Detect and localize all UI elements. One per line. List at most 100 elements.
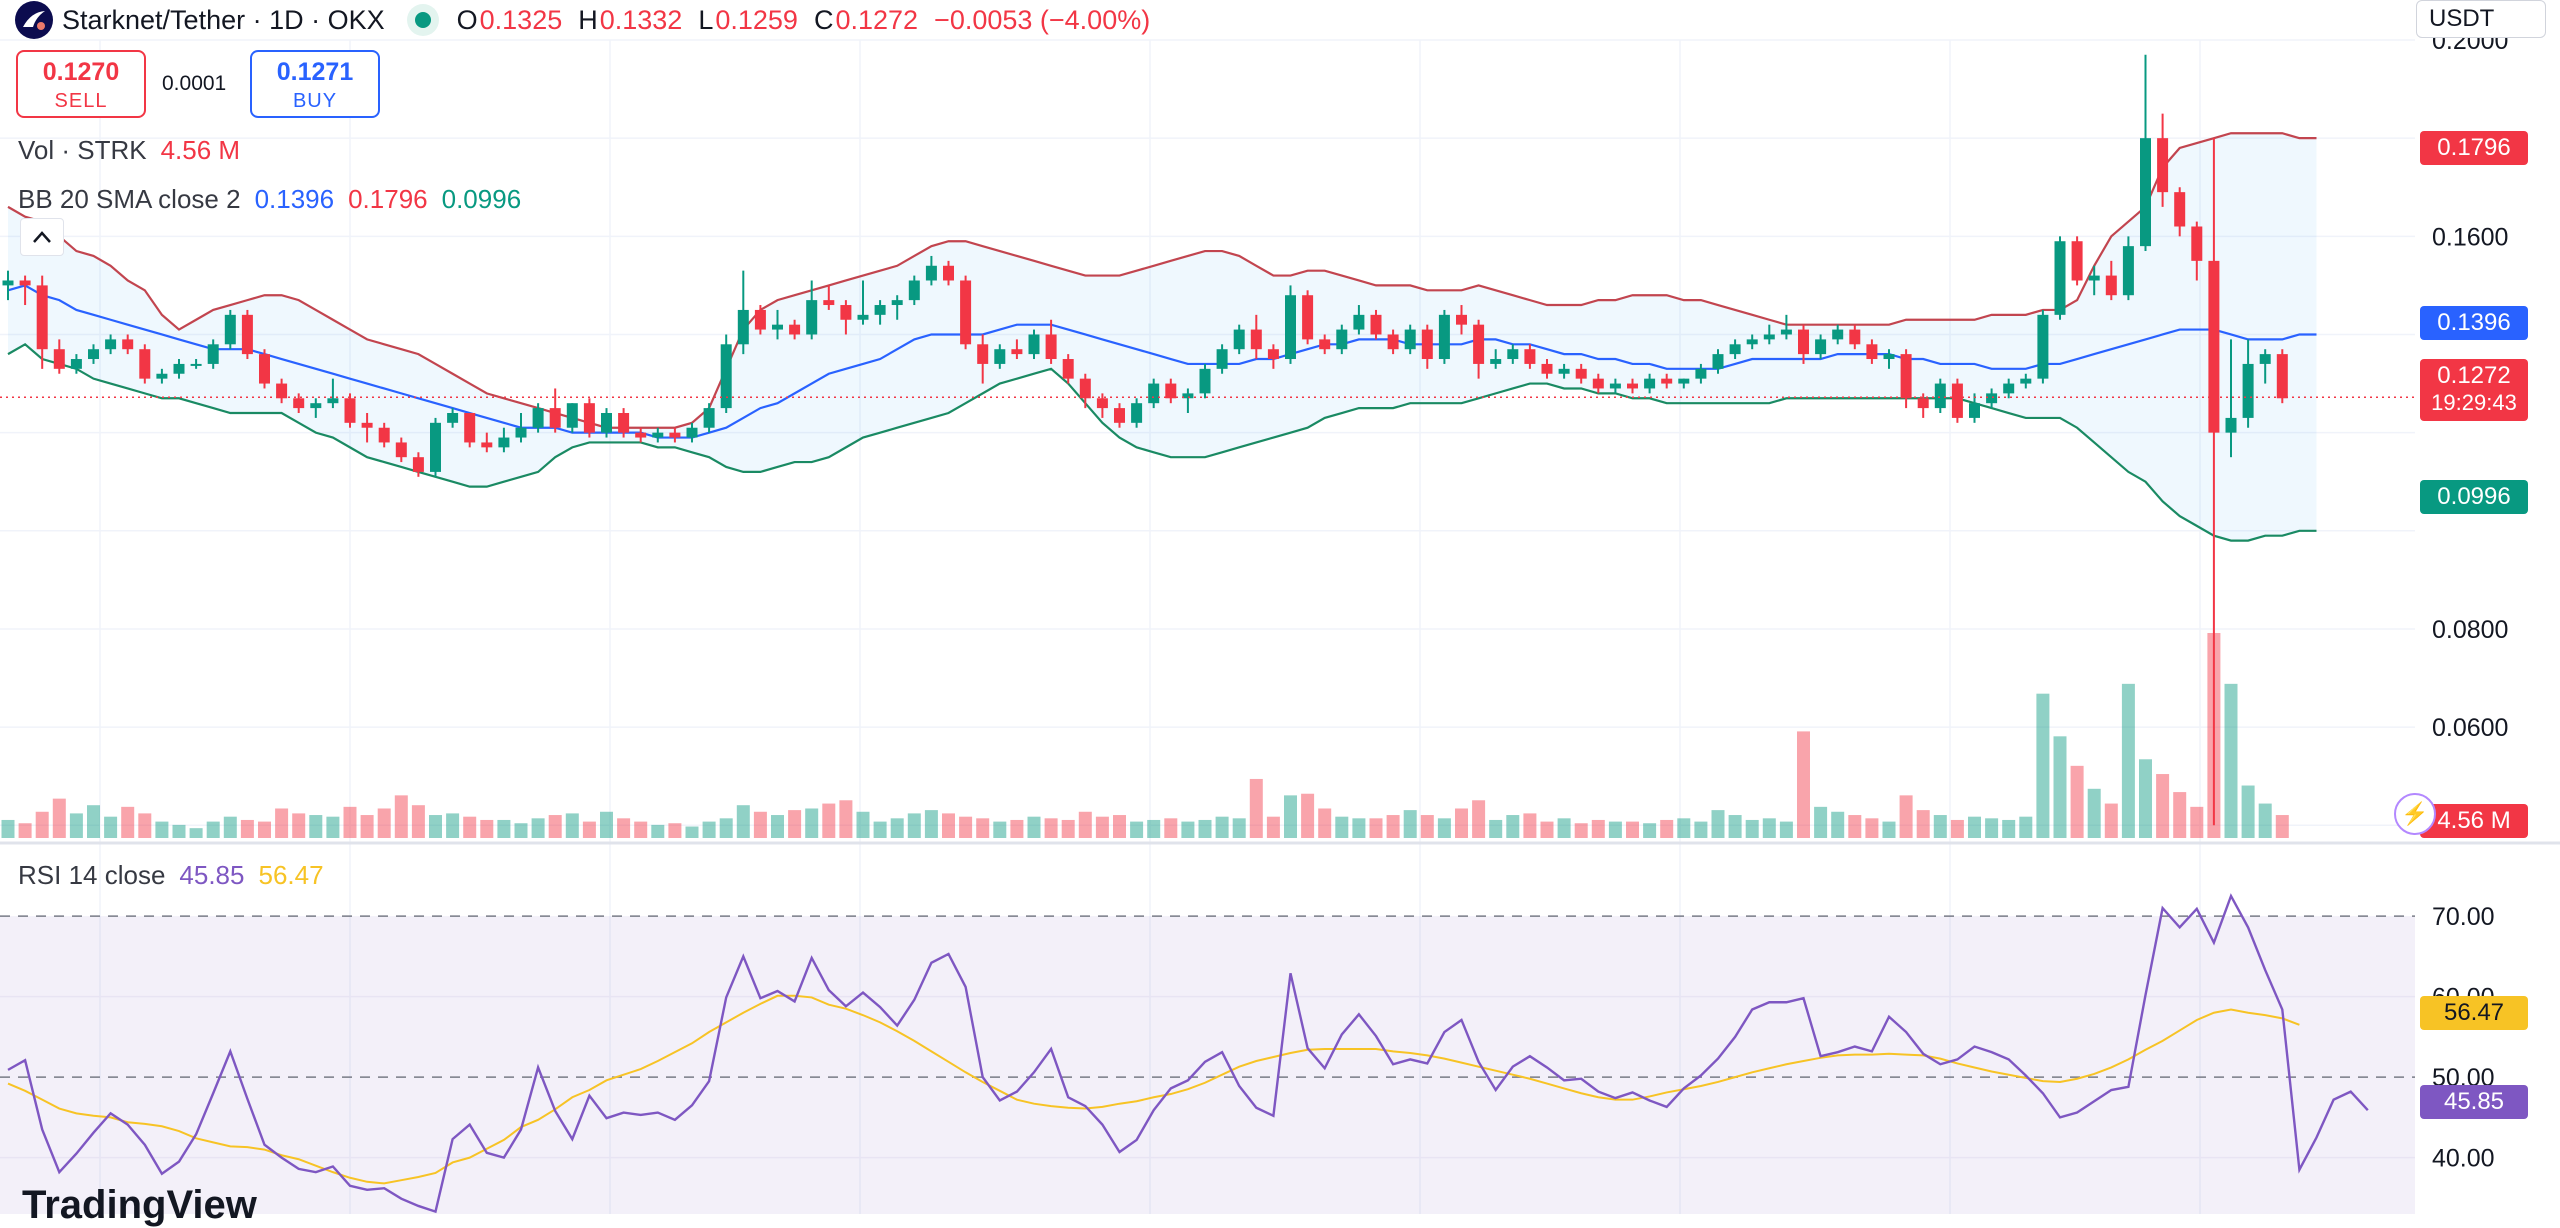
candle-body	[1421, 329, 1433, 360]
volume-bar	[907, 813, 921, 838]
candle-body	[241, 314, 253, 355]
volume-bar	[223, 816, 237, 838]
volume-bar	[360, 815, 374, 838]
buy-button[interactable]: 0.1271 BUY	[250, 50, 380, 118]
volume-bar	[497, 819, 511, 838]
candle-body	[737, 309, 749, 345]
candlesticks[interactable]	[0, 54, 2415, 826]
candle-body	[1661, 378, 1673, 384]
symbol-title[interactable]: Starknet/Tether · 1D · OKX	[62, 4, 385, 35]
candle-body	[1011, 349, 1023, 355]
volume-bar	[1403, 810, 1417, 838]
volume-bar	[565, 813, 579, 838]
candle-body	[1900, 354, 1912, 399]
volume-bar	[1540, 821, 1554, 838]
candle-body	[1216, 349, 1228, 369]
bollinger-legend[interactable]: BB 20 SMA close 2 0.1396 0.1796 0.0996	[18, 184, 535, 215]
volume-bar	[2190, 806, 2204, 838]
rsi-ma-line	[7, 994, 2300, 1185]
volume-bar	[531, 818, 545, 838]
candle-body	[1353, 314, 1365, 330]
candle-body	[190, 363, 202, 366]
collapse-legend-button[interactable]	[20, 218, 64, 256]
open-value: 0.1325	[479, 4, 563, 35]
volume-bar	[1232, 818, 1246, 838]
candle-body	[1165, 383, 1177, 399]
candle-body	[293, 398, 305, 409]
candle-body	[772, 324, 783, 330]
volume-bar	[1968, 816, 1981, 838]
volume-bar	[822, 803, 836, 838]
candle-body	[1951, 383, 1963, 418]
candle-body	[1302, 295, 1314, 340]
volume-bar	[1301, 793, 1315, 838]
candle-body	[412, 457, 424, 472]
candle-body	[2225, 417, 2237, 433]
candle-body	[1678, 378, 1690, 384]
volume-bar	[2019, 816, 2033, 838]
candle-body	[224, 314, 236, 345]
candle-body	[1473, 324, 1485, 364]
open-label: O	[456, 4, 478, 35]
candle-body	[635, 432, 647, 438]
bollinger-basis-value: 0.1396	[254, 184, 335, 214]
volume-bar	[1523, 813, 1537, 838]
volume-bar	[155, 821, 169, 838]
candle-body	[1507, 349, 1519, 360]
volume-bar	[446, 813, 460, 838]
price-axis[interactable]: 0.20000.16000.08000.06000.040070.0060.00…	[2432, 27, 2508, 1173]
volume-bar	[1130, 821, 1144, 838]
candle-body	[891, 300, 903, 306]
volume-bar	[463, 816, 477, 838]
rsi-band-fill	[0, 916, 2415, 1214]
candle-body	[566, 403, 578, 428]
candle-body	[2242, 363, 2254, 418]
volume-bar	[18, 823, 32, 838]
candle-body	[960, 280, 972, 345]
candle-body	[1114, 408, 1125, 423]
candle-body	[207, 344, 219, 364]
sell-button[interactable]: 0.1270 SELL	[16, 50, 146, 118]
candle-body	[1456, 314, 1467, 325]
rsi-legend-label: RSI 14 close	[18, 860, 166, 890]
volume-bar	[2275, 815, 2289, 838]
bb-basis-price-tag: 0.1396	[2420, 306, 2528, 340]
candle-body	[669, 432, 681, 438]
volume-legend[interactable]: Vol · STRK 4.56 M	[18, 135, 254, 166]
candle-body	[1370, 314, 1382, 335]
volume-bars	[1, 633, 2289, 838]
volume-bar	[138, 813, 152, 838]
candle-body	[1387, 334, 1399, 350]
volume-bar	[582, 821, 596, 838]
currency-select[interactable]: USDT	[2416, 0, 2546, 38]
candle-body	[925, 265, 937, 281]
candle-body	[464, 413, 476, 443]
rsi-legend[interactable]: RSI 14 close 45.85 56.47	[18, 860, 338, 891]
candle-body	[2140, 138, 2151, 247]
volume-bar	[1335, 816, 1349, 838]
candle-body	[806, 300, 818, 335]
candle-body	[1695, 368, 1707, 379]
rsi-line	[7, 893, 2369, 1214]
candle-body	[2071, 241, 2083, 281]
lightning-icon[interactable]: ⚡	[2394, 793, 2436, 835]
candle-body	[1575, 368, 1587, 379]
candle-body	[1866, 344, 1878, 360]
volume-bar	[873, 821, 887, 838]
volume-bar	[104, 816, 118, 838]
bar-countdown: 19:29:43	[2431, 390, 2517, 415]
candle-body	[686, 427, 698, 438]
price-tick-label: 0.0600	[2432, 714, 2508, 742]
bb-lower-price-tag: 0.0996	[2420, 480, 2528, 514]
currency-label: USDT	[2429, 5, 2495, 32]
volume-bar	[976, 818, 990, 838]
volume-bar	[275, 808, 289, 838]
volume-bar	[2121, 683, 2135, 838]
sell-price: 0.1270	[42, 58, 120, 86]
volume-bar	[1916, 810, 1930, 838]
volume-bar	[2224, 683, 2238, 838]
candle-body	[2054, 241, 2066, 315]
high-value: 0.1332	[599, 4, 683, 35]
close-value: 0.1272	[835, 4, 919, 35]
